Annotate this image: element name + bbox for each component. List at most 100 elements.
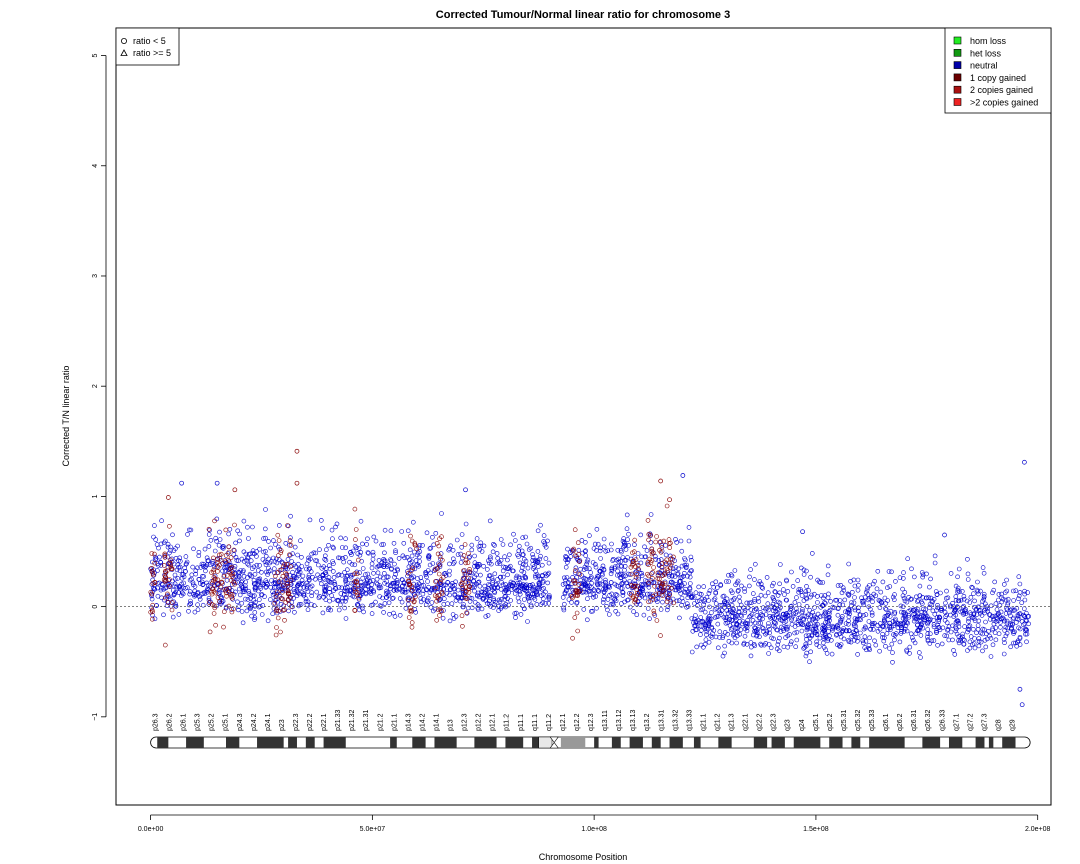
data-point: [570, 635, 575, 641]
data-point: [376, 563, 382, 569]
data-point: [932, 553, 938, 559]
data-point: [315, 562, 321, 568]
data-point: [881, 618, 887, 624]
data-point: [584, 577, 589, 582]
data-point: [358, 586, 364, 592]
data-point: [375, 581, 380, 587]
cytoband-dark: [305, 737, 315, 748]
cytoband-dark: [323, 737, 346, 748]
data-point: [594, 548, 599, 553]
data-point: [380, 595, 385, 601]
data-point: [646, 532, 652, 537]
data-point: [647, 616, 652, 622]
cytoband-dark: [629, 737, 643, 748]
data-point: [1004, 607, 1010, 613]
data-point: [767, 613, 773, 619]
cytoband-label: q26.31: [911, 709, 918, 731]
cytoband-label: p23: [279, 719, 286, 731]
data-point: [702, 626, 707, 631]
data-point: [252, 585, 258, 591]
data-point: [450, 547, 456, 553]
data-point: [803, 589, 809, 594]
data-point: [463, 560, 469, 566]
y-axis-label: Corrected T/N linear ratio: [61, 366, 71, 467]
data-point: [659, 580, 665, 586]
data-point: [585, 557, 591, 563]
data-point: [188, 601, 193, 606]
data-point: [756, 615, 762, 621]
data-point: [515, 595, 521, 601]
data-point: [610, 595, 616, 601]
data-point: [436, 543, 442, 549]
data-point: [686, 525, 692, 530]
data-point: [673, 565, 679, 570]
data-point: [852, 631, 857, 636]
data-point: [285, 557, 291, 562]
data-point: [990, 627, 995, 633]
data-point: [597, 548, 603, 554]
data-point: [943, 595, 949, 601]
data-point: [701, 599, 707, 605]
data-point: [830, 604, 836, 610]
data-point: [379, 563, 384, 568]
data-point: [830, 627, 835, 633]
cytoband-dark: [793, 737, 821, 748]
data-point: [429, 600, 435, 605]
data-point: [425, 579, 430, 584]
cytoband-label: q22.2: [757, 713, 764, 731]
data-point: [365, 536, 370, 542]
data-point: [741, 605, 747, 611]
data-point: [421, 583, 426, 588]
data-point: [820, 613, 826, 619]
data-point: [814, 594, 820, 599]
data-point: [408, 533, 413, 539]
data-point: [275, 599, 280, 605]
data-point: [742, 608, 748, 613]
data-point: [441, 596, 447, 602]
data-point: [833, 624, 839, 630]
data-point: [276, 523, 282, 528]
data-point: [923, 607, 929, 613]
x-tick-label: 0.0e+00: [138, 826, 164, 833]
data-point: [766, 607, 771, 613]
data-point: [179, 480, 184, 486]
data-point: [883, 601, 889, 606]
data-point: [922, 617, 928, 622]
data-point: [736, 594, 742, 600]
data-point: [1022, 613, 1027, 619]
data-point: [846, 614, 852, 620]
data-point: [667, 572, 672, 577]
data-point: [942, 617, 948, 623]
cytoband-label: q13.33: [686, 709, 693, 731]
data-point: [570, 575, 575, 580]
data-point: [758, 642, 764, 648]
data-point: [803, 643, 809, 649]
data-point: [252, 571, 258, 577]
cytoband-label: q21.3: [729, 713, 736, 731]
data-point: [759, 584, 765, 590]
data-point: [667, 560, 672, 566]
data-point: [462, 570, 468, 576]
data-point: [359, 558, 364, 564]
data-point: [276, 579, 282, 584]
data-point: [197, 596, 203, 602]
data-point: [245, 597, 251, 602]
data-point: [507, 563, 513, 569]
data-point: [278, 548, 284, 553]
data-point: [754, 633, 759, 639]
data-point: [287, 552, 292, 558]
data-point: [998, 609, 1004, 615]
data-point: [653, 539, 659, 545]
data-point: [314, 589, 320, 595]
data-point: [835, 606, 841, 612]
data-point: [354, 579, 359, 584]
data-point: [746, 583, 752, 589]
data-point: [608, 571, 614, 577]
data-point: [331, 579, 337, 585]
data-point: [626, 543, 631, 548]
data-point: [919, 570, 925, 575]
data-point: [843, 628, 849, 633]
data-point: [532, 558, 538, 563]
data-point: [631, 609, 636, 614]
data-point: [965, 626, 971, 632]
